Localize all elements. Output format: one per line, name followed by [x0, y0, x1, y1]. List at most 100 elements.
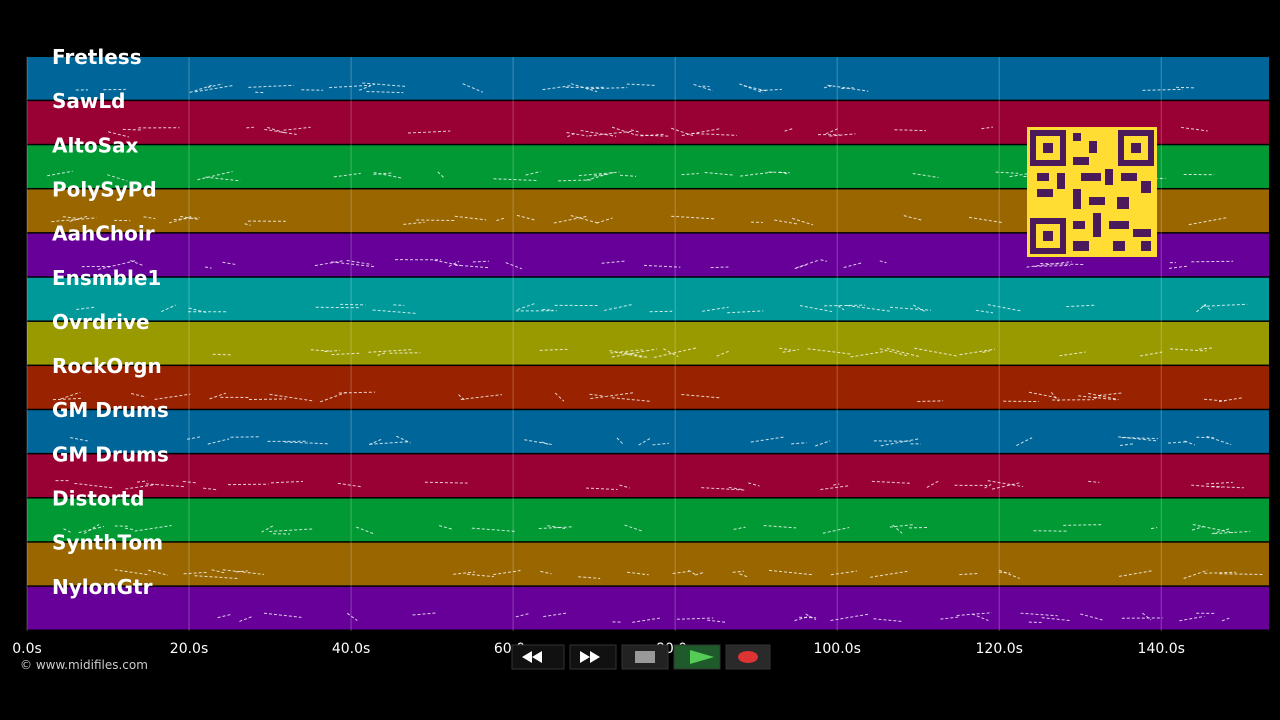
note — [912, 304, 926, 313]
note — [672, 570, 690, 574]
note — [779, 347, 792, 351]
tick-label: 0.0s — [12, 641, 42, 657]
note — [124, 527, 134, 531]
track-label: Distortd — [52, 487, 144, 511]
note — [959, 573, 978, 576]
transport-controls — [511, 644, 771, 670]
note — [837, 305, 845, 311]
note — [1078, 395, 1118, 401]
note — [850, 350, 886, 358]
note — [886, 347, 920, 358]
note — [301, 89, 324, 91]
note — [1203, 304, 1211, 311]
note — [346, 259, 372, 265]
note — [903, 215, 923, 221]
note — [107, 174, 128, 182]
note — [284, 441, 329, 445]
note — [807, 348, 852, 355]
note — [183, 571, 208, 575]
track-label: NylonGtr — [52, 575, 153, 599]
note — [70, 437, 90, 442]
note — [1059, 351, 1086, 357]
note — [707, 619, 727, 623]
note — [416, 219, 455, 222]
note — [710, 266, 729, 269]
note — [368, 349, 413, 353]
note — [956, 612, 992, 616]
note — [222, 261, 236, 265]
note — [643, 264, 681, 268]
note — [820, 259, 827, 262]
note — [768, 171, 790, 174]
rewind-button[interactable] — [511, 644, 565, 670]
note — [76, 306, 97, 310]
fast-forward-button[interactable] — [569, 644, 617, 670]
record-button[interactable] — [725, 644, 771, 670]
note — [968, 216, 1003, 224]
track-label: SawLd — [52, 89, 125, 113]
note — [83, 524, 100, 534]
note — [843, 262, 862, 268]
note — [1218, 397, 1243, 402]
track-row — [27, 498, 1269, 542]
note — [269, 393, 315, 402]
track-row — [27, 277, 1269, 321]
note — [740, 171, 773, 177]
note — [750, 436, 786, 443]
note — [180, 215, 200, 220]
note — [695, 571, 705, 576]
note — [412, 612, 438, 616]
note — [590, 392, 634, 400]
note — [358, 83, 375, 91]
note — [676, 617, 714, 620]
note — [337, 482, 361, 488]
note — [222, 569, 265, 575]
note — [1170, 348, 1207, 352]
note — [515, 612, 530, 618]
note — [329, 84, 371, 89]
note — [466, 573, 494, 578]
note — [653, 347, 697, 358]
note — [1063, 524, 1102, 526]
track-label: GM Drums — [52, 442, 169, 466]
note — [1206, 481, 1233, 485]
note — [439, 525, 453, 530]
note — [161, 304, 176, 313]
stop-button[interactable] — [621, 644, 669, 670]
note — [47, 170, 73, 177]
track-row — [27, 586, 1269, 630]
note — [1167, 441, 1188, 444]
note — [981, 126, 993, 130]
note — [471, 527, 517, 532]
tick-label: 120.0s — [976, 641, 1023, 657]
note — [759, 88, 782, 91]
tick-label: 100.0s — [813, 641, 860, 657]
play-button[interactable] — [673, 644, 721, 670]
note — [1219, 573, 1263, 575]
qr-code — [1027, 127, 1157, 257]
note — [829, 133, 856, 137]
note — [1088, 480, 1100, 483]
note — [681, 173, 699, 176]
note — [453, 571, 475, 575]
note — [1142, 88, 1183, 91]
note — [173, 217, 200, 221]
note — [1028, 391, 1060, 399]
note — [1206, 435, 1232, 446]
note — [593, 173, 607, 177]
note — [671, 127, 695, 137]
note — [154, 393, 191, 400]
note — [340, 303, 366, 306]
note — [1121, 437, 1158, 440]
note — [727, 310, 764, 314]
note — [1094, 393, 1103, 400]
note — [681, 394, 722, 399]
note — [638, 438, 651, 446]
note — [543, 612, 568, 618]
note — [1050, 391, 1059, 402]
note — [1198, 347, 1213, 350]
note — [239, 616, 253, 622]
note — [982, 350, 990, 354]
note — [610, 349, 643, 354]
note — [1034, 264, 1071, 267]
